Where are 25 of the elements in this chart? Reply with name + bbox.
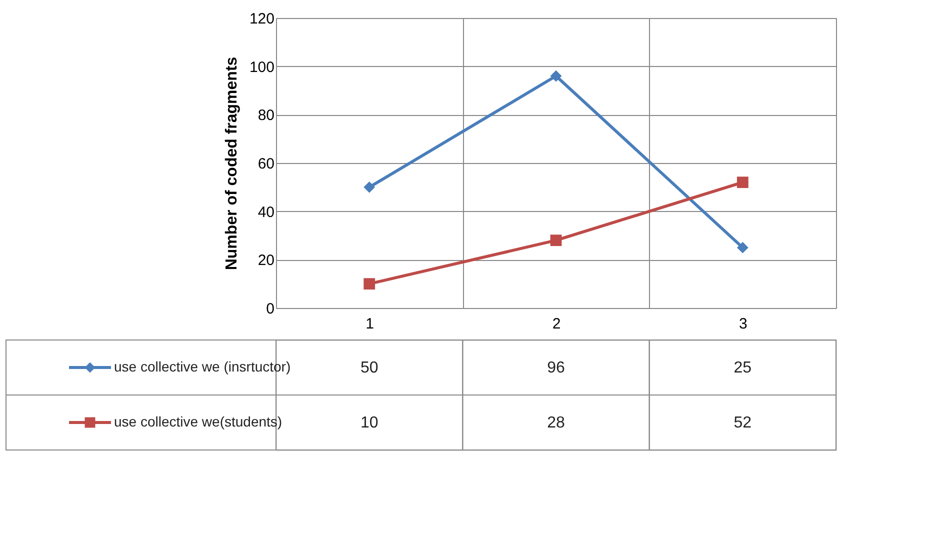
point: [364, 181, 376, 193]
point: [550, 70, 562, 82]
point: [736, 176, 748, 188]
data-label: 96: [547, 360, 565, 376]
y-tick-label: 0: [266, 300, 274, 318]
y-tick-label: 100: [249, 58, 274, 76]
point: [364, 278, 376, 290]
x-tick-label: 3: [738, 316, 748, 332]
y-tick-label: 80: [258, 107, 274, 124]
point: [550, 234, 562, 246]
y-axis-title: Number of coded fragments: [223, 56, 240, 270]
data-label: 28: [547, 414, 565, 432]
data-label: 10: [360, 414, 378, 432]
y-tick-label: 60: [258, 156, 274, 172]
x-tick-label: 2: [552, 316, 561, 332]
y-tick-label: 120: [249, 10, 274, 28]
data-label: 50: [360, 360, 378, 376]
y-tick-label: 40: [258, 204, 274, 221]
x-tick-label: 1: [366, 316, 374, 332]
point: [736, 242, 748, 254]
legend-label: use collective we(students): [114, 414, 282, 430]
y-tick-label: 20: [258, 252, 274, 270]
data-label: 25: [734, 360, 752, 376]
data-label: 52: [734, 414, 752, 432]
legend-label: use collective we (insrtuctor): [114, 358, 291, 374]
